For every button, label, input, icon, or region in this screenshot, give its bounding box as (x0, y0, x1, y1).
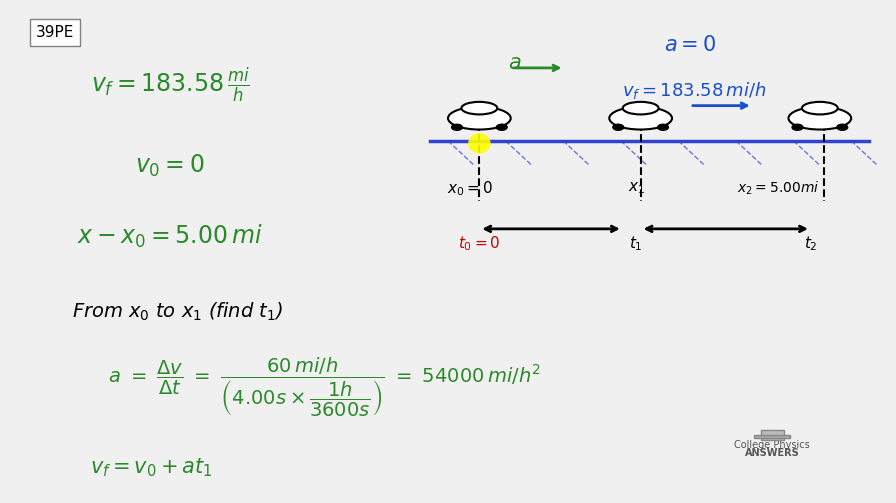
Text: $a\ =\ \dfrac{\Delta v}{\Delta t}\ =\ \dfrac{60\,mi/h}{\left(4.00s \times \dfrac: $a\ =\ \dfrac{\Delta v}{\Delta t}\ =\ \d… (108, 356, 540, 419)
Text: $x - x_0 = 5.00\,mi$: $x - x_0 = 5.00\,mi$ (77, 223, 263, 250)
Ellipse shape (788, 107, 851, 130)
Text: From $x_0$ to $x_1$ (find $t_1$): From $x_0$ to $x_1$ (find $t_1$) (72, 301, 283, 323)
Ellipse shape (609, 107, 672, 130)
Text: $v_f = 183.58\,mi/h$: $v_f = 183.58\,mi/h$ (622, 80, 767, 101)
FancyBboxPatch shape (761, 430, 784, 440)
Ellipse shape (802, 102, 838, 115)
Text: College Physics: College Physics (735, 440, 810, 450)
Text: $v_0 = 0$: $v_0 = 0$ (135, 153, 205, 179)
Ellipse shape (469, 133, 491, 153)
Text: $x_1$: $x_1$ (627, 181, 645, 197)
Ellipse shape (792, 124, 803, 130)
Text: $v_f = 183.58\,\frac{mi}{h}$: $v_f = 183.58\,\frac{mi}{h}$ (90, 66, 250, 105)
Text: 39PE: 39PE (36, 25, 74, 40)
Text: $a = 0$: $a = 0$ (664, 35, 716, 55)
Ellipse shape (623, 102, 659, 115)
Text: $x_2 = 5.00mi$: $x_2 = 5.00mi$ (737, 180, 820, 197)
Ellipse shape (613, 124, 624, 130)
Text: $v_f = v_0 + at_1$: $v_f = v_0 + at_1$ (90, 457, 212, 479)
Ellipse shape (448, 107, 511, 130)
Ellipse shape (837, 124, 848, 130)
Text: $x_0 = 0$: $x_0 = 0$ (447, 179, 494, 198)
Text: $t_2$: $t_2$ (804, 234, 818, 254)
Ellipse shape (452, 124, 462, 130)
Ellipse shape (658, 124, 668, 130)
Ellipse shape (496, 124, 507, 130)
Text: $a$: $a$ (509, 53, 521, 73)
Text: $t_1$: $t_1$ (629, 234, 643, 254)
Text: $t_0 = 0$: $t_0 = 0$ (458, 234, 501, 254)
FancyBboxPatch shape (754, 435, 790, 438)
Ellipse shape (461, 102, 497, 115)
Text: ANSWERS: ANSWERS (745, 448, 800, 458)
